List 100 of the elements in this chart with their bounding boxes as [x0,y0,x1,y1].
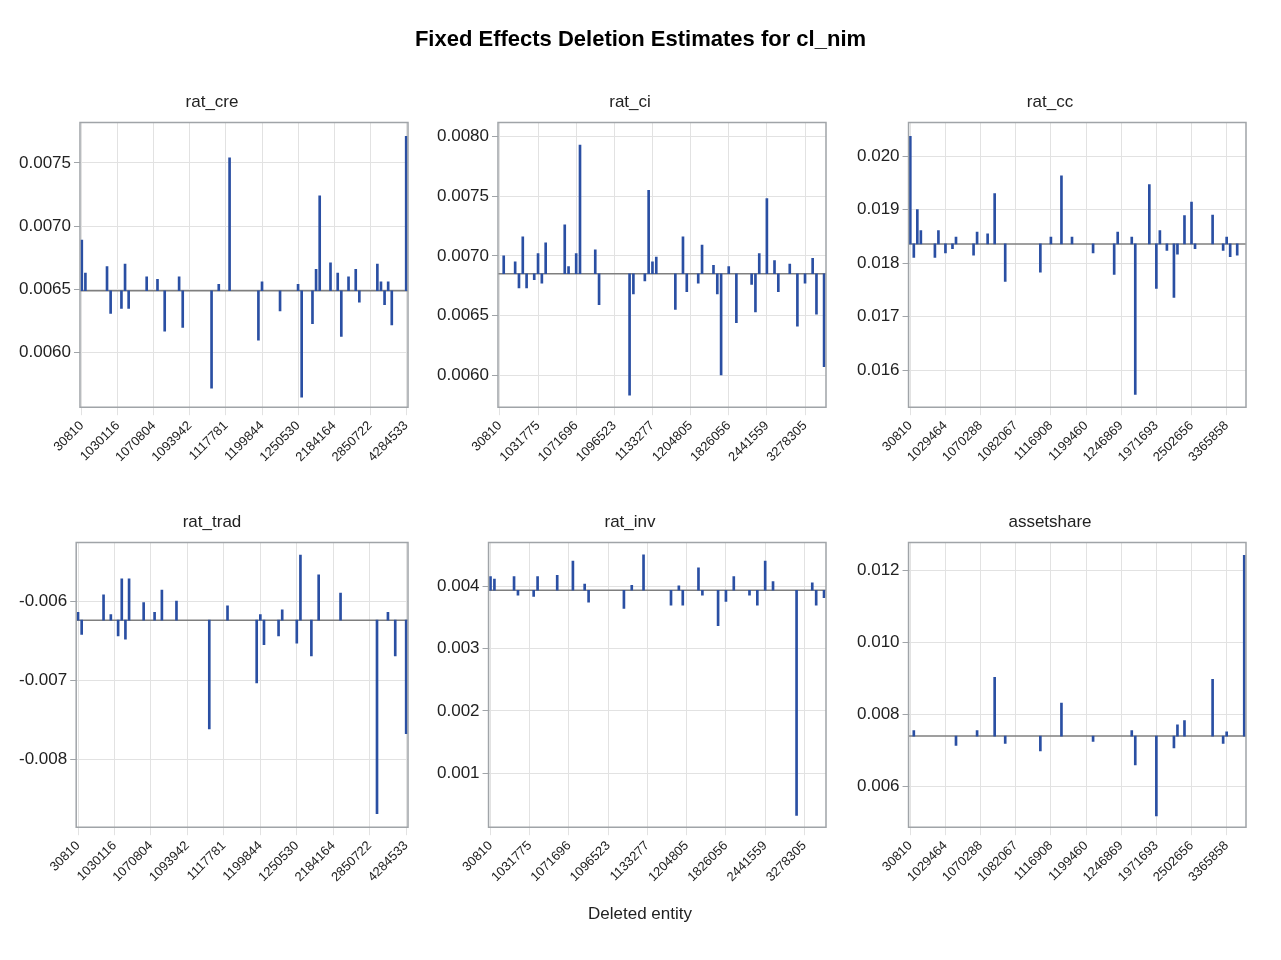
bar [163,290,167,332]
y-tick-label: -0.006 [19,590,68,610]
bar [329,262,332,292]
bar [317,574,320,621]
y-tick-label: 0.0060 [437,364,489,384]
bar [1183,720,1186,737]
chart-title: rat_inv [604,511,657,531]
bar [1130,730,1134,737]
bar [674,273,677,310]
bar [908,135,912,245]
bar [280,609,284,621]
y-tick-label: 0.0065 [437,305,489,325]
chart-title: rat_cre [185,91,239,111]
bar [732,576,736,591]
y-tick-label: 0.008 [856,703,900,723]
bar [1176,724,1179,737]
bar [393,619,397,657]
bar [259,614,262,621]
y-tick-label: 0.002 [436,700,480,720]
y-tick-label: 0.020 [856,145,900,165]
bar [1155,735,1158,817]
bar [916,209,919,245]
bar [986,233,989,245]
bar [102,594,105,621]
bar [1116,231,1120,245]
bar [1211,678,1214,737]
bar [1155,243,1158,289]
bar [347,276,350,292]
bar [972,243,975,256]
bar [318,195,322,292]
bar [1112,243,1116,275]
text: Fixed Effects Deletion Estimates for cl_nim [413,26,868,52]
bar [217,284,221,292]
bar [124,619,127,640]
x-axis-title: Deleted entity [587,904,693,924]
bar [1003,735,1007,744]
bar [145,276,149,292]
y-tick-label: -0.007 [19,670,68,690]
bar [1183,215,1186,245]
bar [489,576,492,591]
bar [80,619,83,635]
bar [339,592,342,621]
bar [993,193,996,245]
chart-title: rat_cc [1026,91,1074,111]
bar [156,279,159,292]
y-tick-label: 0.004 [436,576,480,596]
bar [1211,214,1214,245]
bar [210,290,213,389]
y-tick-label: 0.018 [856,252,900,272]
bar [1060,175,1063,245]
bar [1039,735,1042,752]
y-tick-label: -0.008 [19,749,68,769]
bar [727,266,731,275]
bar [1190,201,1193,245]
y-tick-label: 0.019 [856,199,900,219]
bar [1225,236,1228,245]
chart-title: rat_ci [609,91,651,111]
bar [120,578,124,621]
bar [951,243,954,250]
bar [295,619,299,644]
y-tick-label: 0.016 [856,359,900,379]
bar [944,243,947,254]
bar [376,263,379,292]
chart-title: assetshare [1008,511,1092,531]
bar [788,263,792,275]
bar [628,273,631,396]
bar [912,243,916,258]
bar [277,619,280,637]
bar [796,273,799,327]
bar [1228,243,1232,258]
bar [228,157,231,292]
bar [912,730,916,737]
bar [763,560,767,591]
bar [1148,184,1151,245]
bar [142,602,145,621]
bar [1235,243,1239,256]
bar [654,256,658,275]
y-tick-label: 0.0060 [19,342,71,362]
bar [1225,731,1228,737]
bar [207,619,211,730]
bar [1133,735,1137,766]
bar [310,619,313,657]
bar [756,589,759,606]
y-tick-label: 0.0065 [19,279,71,299]
bar [555,575,559,591]
y-tick-label: 0.010 [856,631,900,651]
bar [1039,243,1042,273]
bar [735,273,738,323]
y-tick-label: 0.0075 [19,152,71,172]
bar [502,255,506,275]
y-tick-label: 0.012 [856,559,900,579]
bar [681,589,685,606]
bar [795,589,798,816]
bar [493,578,496,591]
bar [1003,243,1007,282]
bar [748,589,751,596]
bar [937,230,940,245]
y-tick-label: 0.001 [436,762,480,782]
bar [1060,702,1063,737]
y-tick-label: 0.0070 [437,245,489,265]
